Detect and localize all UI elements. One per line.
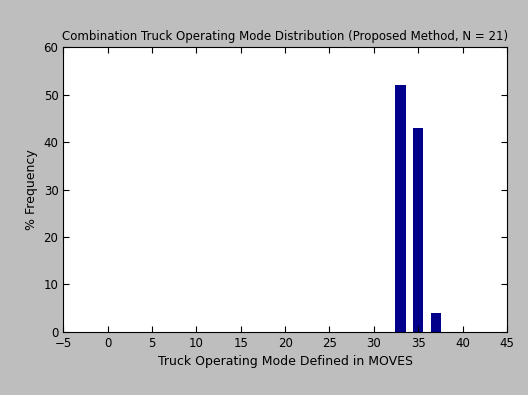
Y-axis label: % Frequency: % Frequency <box>25 149 38 230</box>
Bar <box>431 313 441 332</box>
Bar <box>395 85 406 332</box>
Title: Combination Truck Operating Mode Distribution (Proposed Method, N = 21): Combination Truck Operating Mode Distrib… <box>62 30 508 43</box>
Bar <box>413 128 423 332</box>
X-axis label: Truck Operating Mode Defined in MOVES: Truck Operating Mode Defined in MOVES <box>158 355 412 368</box>
